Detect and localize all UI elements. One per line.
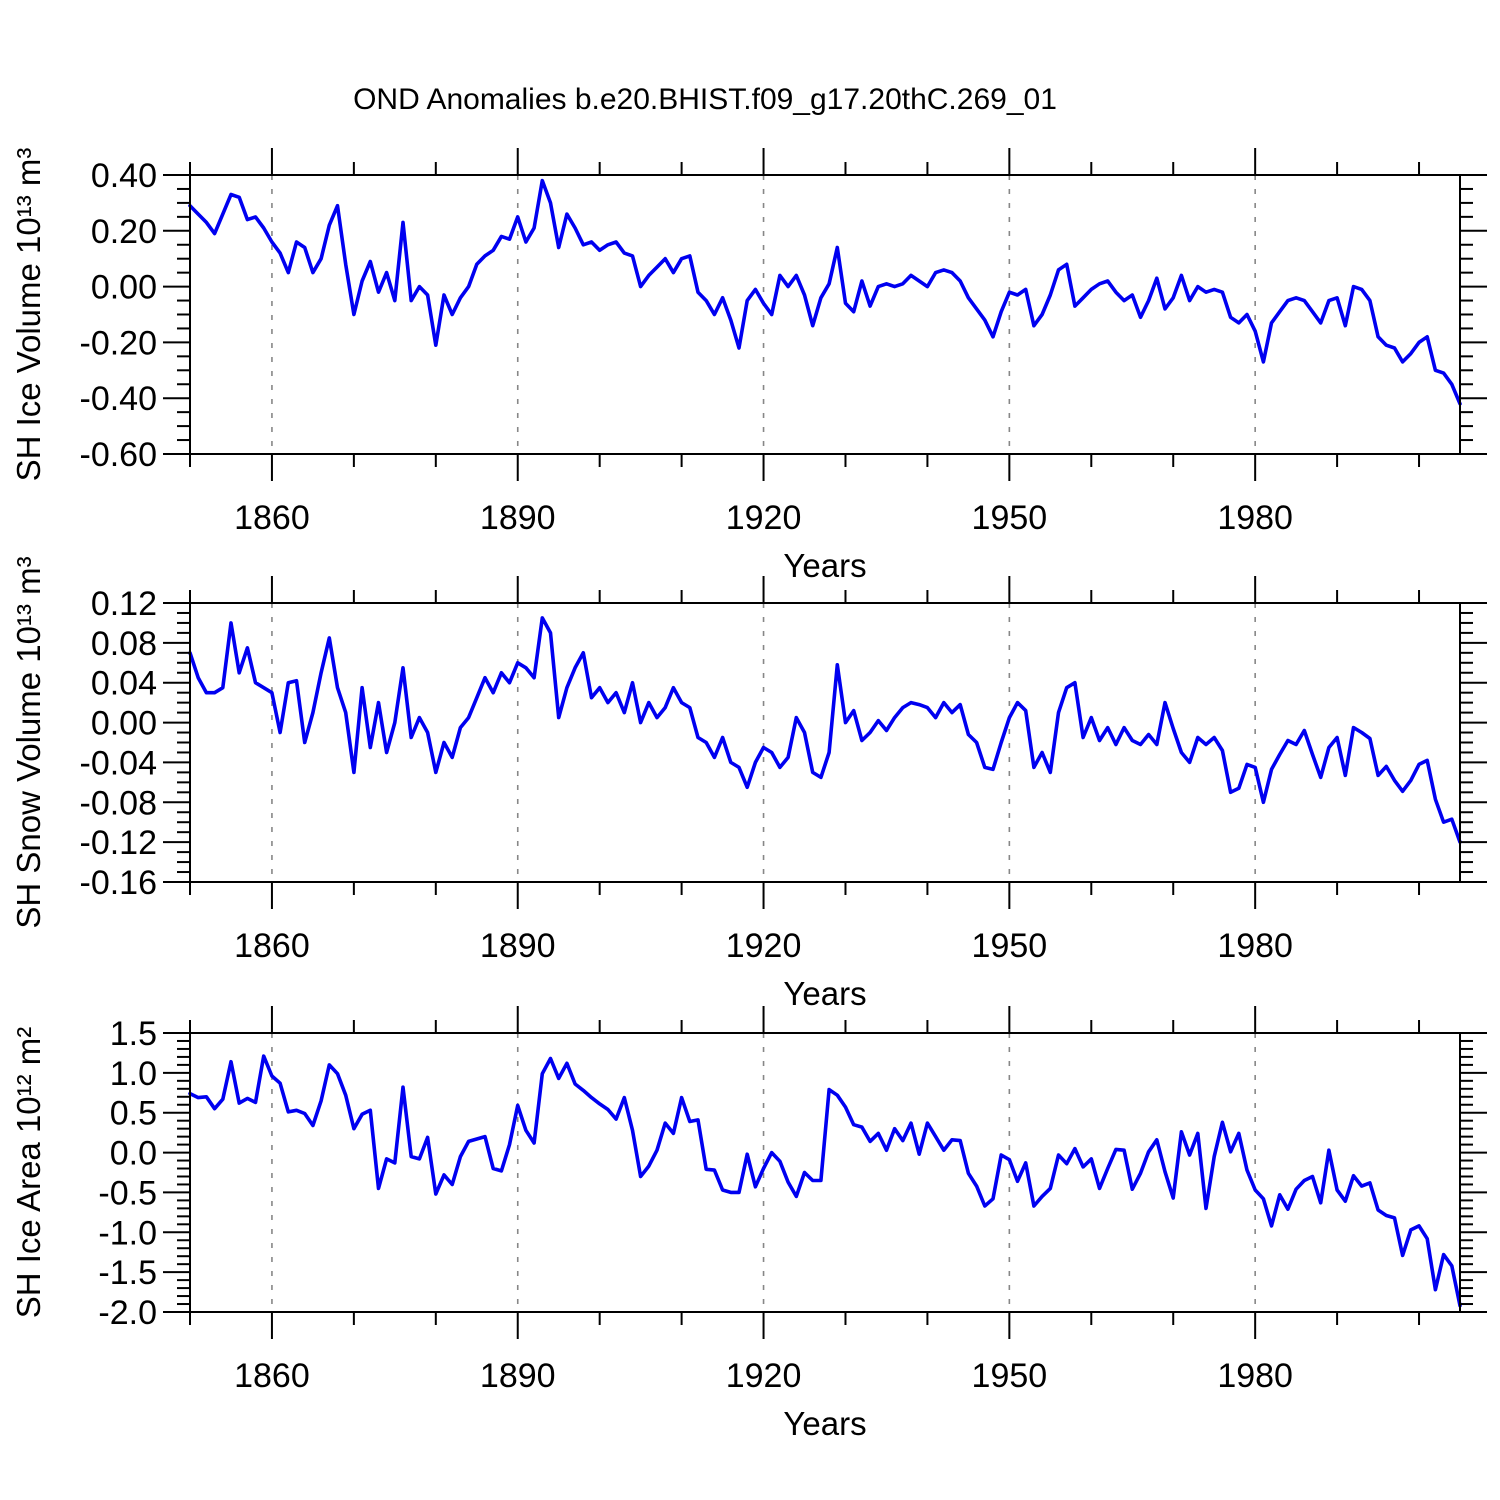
y-tick-label: -0.04 bbox=[80, 744, 158, 782]
y-tick-label: -1.5 bbox=[98, 1254, 157, 1292]
x-tick-label: 1890 bbox=[480, 927, 556, 965]
y-axis-title-sh-ice-area: SH Ice Area 10¹² m² bbox=[10, 1027, 47, 1319]
series-line-sh-ice-volume bbox=[188, 178, 1462, 406]
x-axis-title: Years bbox=[783, 975, 866, 1012]
x-tick-label: 1860 bbox=[234, 499, 310, 537]
y-tick-label: 0.08 bbox=[91, 625, 157, 663]
y-tick-label: 0.12 bbox=[91, 585, 157, 623]
y-tick-label: 0.5 bbox=[110, 1095, 157, 1133]
y-tick-label: -0.20 bbox=[80, 324, 158, 362]
y-tick-label: -2.0 bbox=[98, 1294, 157, 1332]
y-tick-label: -0.16 bbox=[80, 864, 158, 902]
plot-frame-sh-snow-volume bbox=[189, 602, 1461, 883]
y-tick-label: 0.0 bbox=[110, 1135, 157, 1173]
y-tick-label: -0.60 bbox=[80, 436, 158, 474]
y-tick-label: 0.00 bbox=[91, 705, 157, 743]
y-tick-label: -0.40 bbox=[80, 380, 158, 418]
x-tick-label: 1920 bbox=[726, 499, 802, 537]
x-tick-label: 1950 bbox=[972, 499, 1048, 537]
x-tick-label: 1890 bbox=[480, 1357, 556, 1395]
x-axis-title: Years bbox=[783, 1405, 866, 1442]
y-tick-label: 0.20 bbox=[91, 213, 157, 251]
x-tick-label: 1980 bbox=[1217, 499, 1293, 537]
x-tick-label: 1920 bbox=[726, 927, 802, 965]
x-tick-label: 1980 bbox=[1217, 1357, 1293, 1395]
x-tick-label: 1890 bbox=[480, 499, 556, 537]
y-axis-title-sh-snow-volume: SH Snow Volume 10¹³ m³ bbox=[10, 556, 47, 928]
plot-frame-sh-ice-area bbox=[189, 1032, 1461, 1313]
y-tick-label: -0.08 bbox=[80, 784, 158, 822]
y-axis-title-sh-ice-volume: SH Ice Volume 10¹³ m³ bbox=[10, 148, 47, 482]
y-tick-label: 0.04 bbox=[91, 665, 157, 703]
x-tick-label: 1950 bbox=[972, 1357, 1048, 1395]
series-line-sh-snow-volume bbox=[188, 616, 1462, 844]
series-line-sh-ice-area bbox=[188, 1054, 1462, 1308]
y-tick-label: -0.5 bbox=[98, 1174, 157, 1212]
y-tick-label: -1.0 bbox=[98, 1214, 157, 1252]
x-tick-label: 1980 bbox=[1217, 927, 1293, 965]
x-tick-label: 1860 bbox=[234, 927, 310, 965]
y-tick-label: 1.0 bbox=[110, 1055, 157, 1093]
x-tick-label: 1860 bbox=[234, 1357, 310, 1395]
y-tick-label: 0.00 bbox=[91, 269, 157, 307]
y-tick-label: 0.40 bbox=[91, 157, 157, 195]
x-axis-title: Years bbox=[783, 547, 866, 584]
x-tick-label: 1920 bbox=[726, 1357, 802, 1395]
y-tick-label: -0.12 bbox=[80, 824, 158, 862]
chart-title: OND Anomalies b.e20.BHIST.f09_g17.20thC.… bbox=[353, 83, 1057, 116]
x-tick-label: 1950 bbox=[972, 927, 1048, 965]
y-tick-label: 1.5 bbox=[110, 1015, 157, 1053]
plot-frame-sh-ice-volume bbox=[189, 174, 1461, 455]
